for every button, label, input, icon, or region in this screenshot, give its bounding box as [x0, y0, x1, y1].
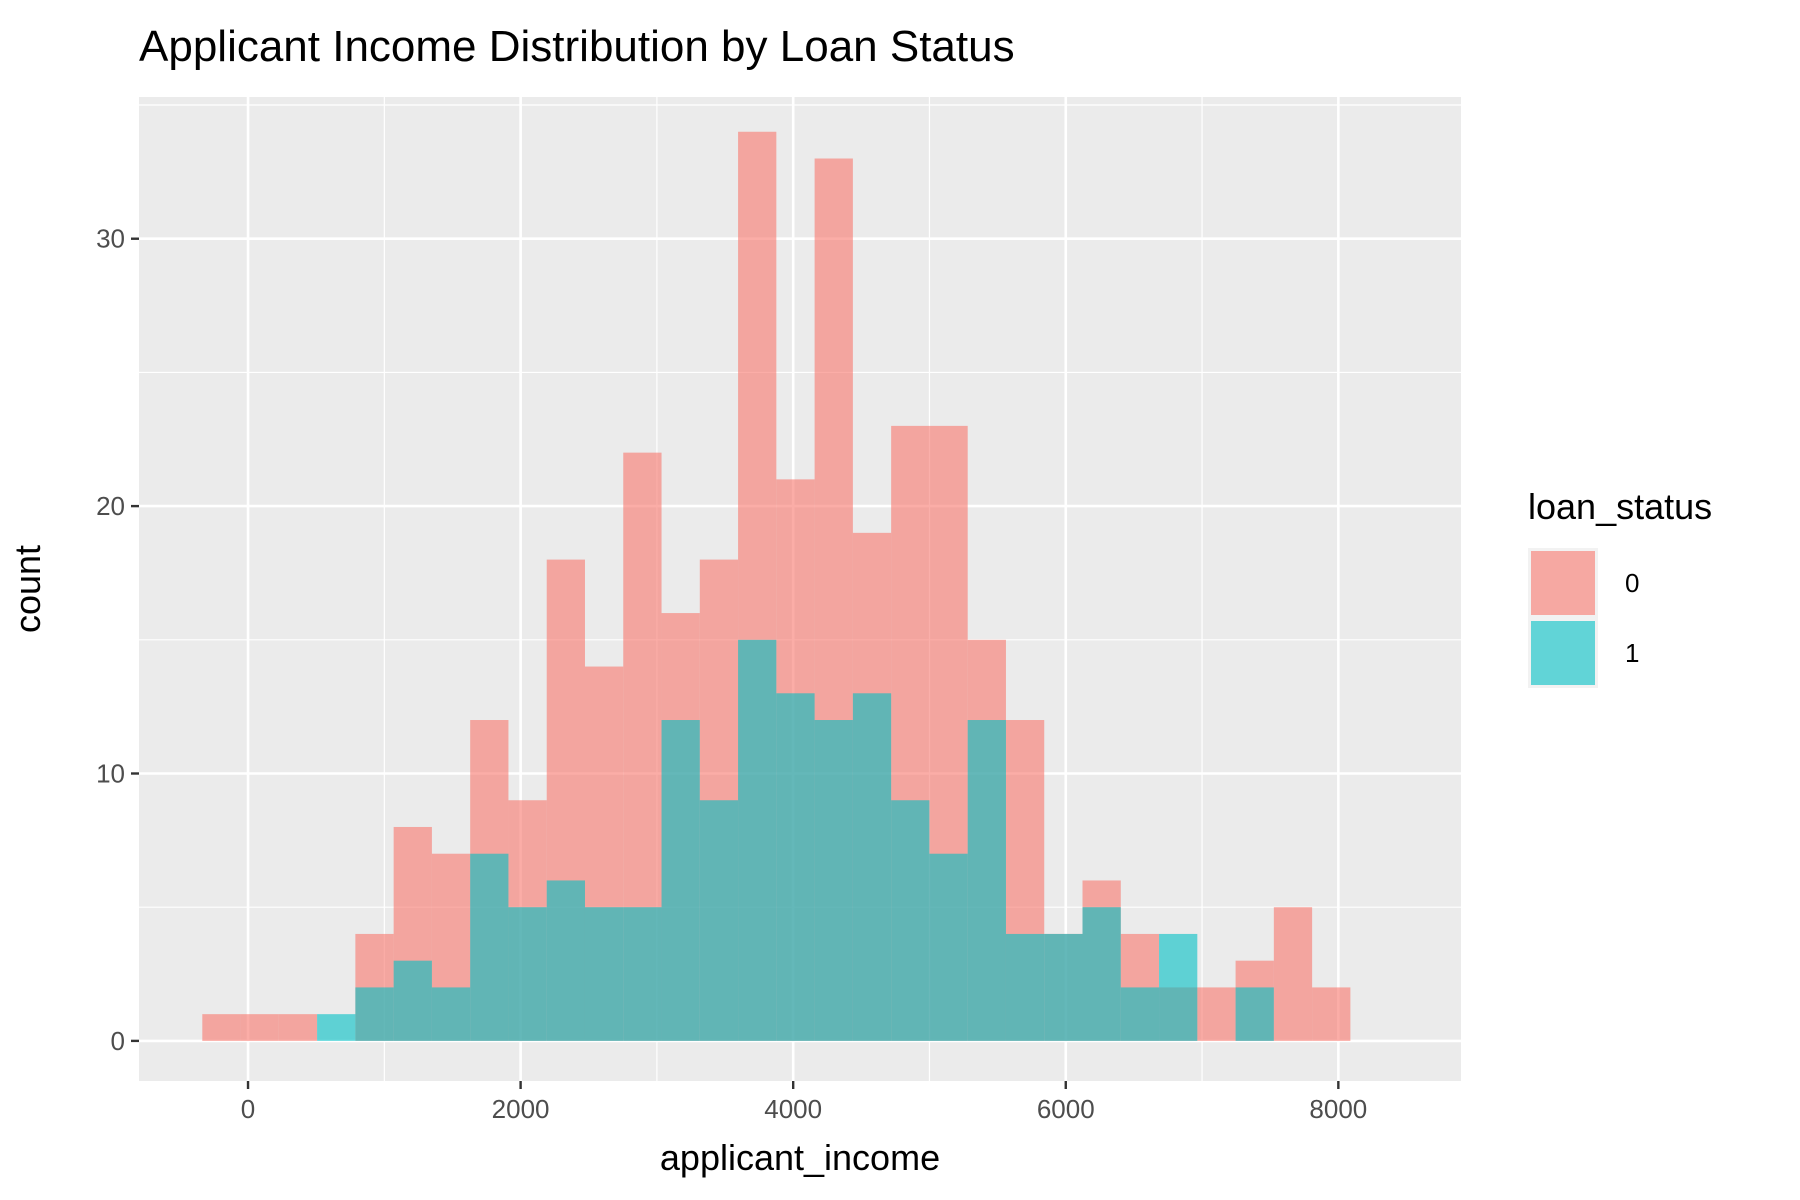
histogram-bar-series-1 — [355, 987, 394, 1041]
histogram-bar-series-0 — [1273, 907, 1313, 1041]
legend-title: loan_status — [1528, 486, 1712, 527]
x-tick-label: 8000 — [1309, 1094, 1367, 1124]
x-tick-label: 0 — [241, 1094, 255, 1124]
histogram-bar-series-0 — [278, 1014, 318, 1041]
histogram-bar-series-1 — [776, 693, 815, 1041]
histogram-bar-series-1 — [1159, 933, 1198, 1041]
histogram-bar-series-1 — [431, 987, 471, 1041]
histogram-bar-series-1 — [1120, 987, 1160, 1041]
legend: loan_status 0 1 — [1528, 486, 1712, 688]
histogram-bar-series-1 — [738, 639, 777, 1041]
x-tick-label: 4000 — [764, 1094, 822, 1124]
histogram-bar-series-1 — [852, 693, 892, 1041]
histogram-bar-series-1 — [1005, 933, 1045, 1041]
x-axis: 0 2000 4000 6000 8000 — [241, 1081, 1367, 1124]
histogram-bar-series-1 — [967, 720, 1006, 1041]
y-axis-title: count — [7, 545, 48, 633]
y-tick-label: 0 — [111, 1026, 125, 1056]
histogram-bar-series-0 — [202, 1014, 241, 1041]
y-tick-label: 10 — [96, 759, 125, 789]
histogram-bar-series-1 — [661, 720, 700, 1041]
y-axis: 0 10 20 30 — [96, 224, 139, 1056]
histogram-bar-series-1 — [1044, 933, 1083, 1041]
histogram-bar-series-1 — [470, 853, 509, 1041]
histogram-bar-series-0 — [240, 1014, 279, 1041]
legend-swatch-0 — [1531, 551, 1595, 615]
y-tick-label: 30 — [96, 224, 125, 254]
histogram-bar-series-1 — [891, 800, 930, 1041]
x-tick-label: 2000 — [492, 1094, 550, 1124]
legend-label-0: 0 — [1625, 568, 1639, 598]
histogram-bar-series-1 — [1235, 987, 1274, 1041]
x-tick-label: 6000 — [1037, 1094, 1095, 1124]
x-axis-title: applicant_income — [660, 1137, 940, 1178]
histogram-bar-series-1 — [699, 800, 739, 1041]
y-tick-label: 20 — [96, 491, 125, 521]
legend-label-1: 1 — [1625, 638, 1639, 668]
histogram-bar-series-1 — [317, 1014, 356, 1041]
histogram-bar-series-1 — [584, 907, 624, 1041]
histogram-bar-series-1 — [929, 853, 968, 1041]
legend-swatch-1 — [1531, 621, 1595, 685]
histogram-bar-series-0 — [1312, 987, 1351, 1041]
histogram-bar-series-1 — [1082, 907, 1121, 1041]
chart-title: Applicant Income Distribution by Loan St… — [139, 22, 1015, 71]
histogram-bar-series-0 — [1197, 987, 1236, 1041]
histogram-bar-series-1 — [508, 907, 547, 1041]
bars — [202, 131, 1351, 1041]
histogram-bar-series-1 — [623, 907, 662, 1041]
histogram-bar-series-1 — [546, 880, 585, 1041]
histogram-bar-series-1 — [814, 720, 853, 1041]
histogram-bar-series-1 — [393, 960, 432, 1041]
